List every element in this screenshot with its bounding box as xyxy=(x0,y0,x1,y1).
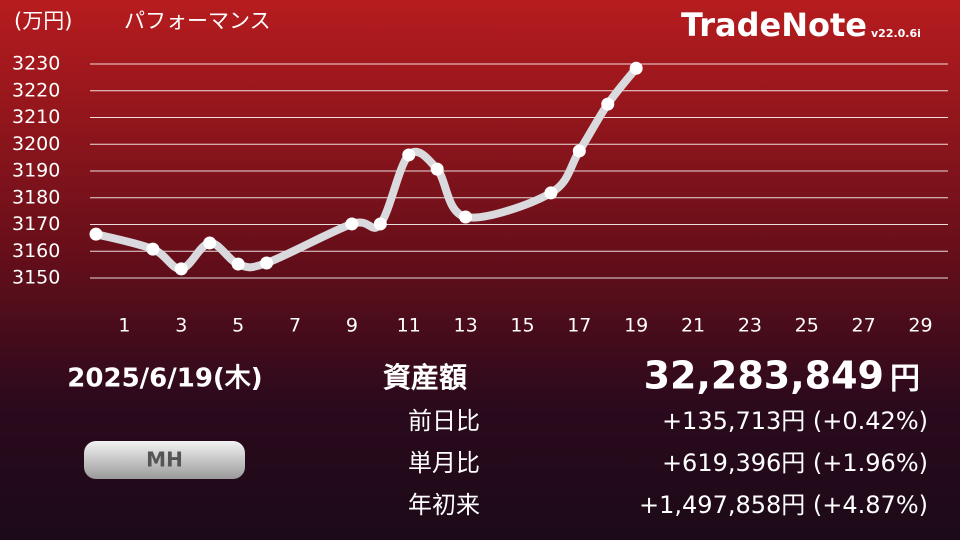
mh-button[interactable]: MH xyxy=(84,441,245,479)
app-name: TradeNote xyxy=(681,6,867,44)
point xyxy=(373,217,387,231)
row-label: 年初来 xyxy=(408,491,480,519)
point xyxy=(402,148,416,162)
y-tick-label: 3180 xyxy=(12,186,60,208)
x-tick-label: 19 xyxy=(624,315,648,337)
x-tick-label: 9 xyxy=(346,315,358,337)
point xyxy=(345,217,359,231)
y-tick-label: 3210 xyxy=(12,106,60,128)
x-tick-label: 15 xyxy=(510,315,534,337)
x-tick-label: 7 xyxy=(289,315,301,337)
summary-rows: 前日比 +135,713円 (+0.42%) 単月比 +619,396円 (+1.96… xyxy=(408,407,928,519)
x-tick-label: 13 xyxy=(454,315,478,337)
point xyxy=(601,97,615,111)
point xyxy=(260,256,274,270)
x-tick-label: 5 xyxy=(232,315,244,337)
asset-label: 資産額 xyxy=(383,361,467,394)
row-value: +1,497,858円 (+4.87%) xyxy=(639,491,928,519)
x-tick-label: 29 xyxy=(908,315,932,337)
point xyxy=(572,144,586,158)
x-tick-label: 25 xyxy=(795,315,819,337)
y-tick-label: 3230 xyxy=(12,53,60,75)
row-value: +135,713円 (+0.42%) xyxy=(662,407,928,435)
point xyxy=(174,262,188,276)
y-axis-unit: (万円) xyxy=(14,9,72,33)
date: 2025/6/19(木) xyxy=(67,364,262,394)
row-value: +619,396円 (+1.96%) xyxy=(662,449,928,477)
button-label[interactable]: MH xyxy=(146,448,183,472)
y-tick-label: 3220 xyxy=(12,79,60,101)
point xyxy=(203,236,217,250)
point xyxy=(459,210,473,224)
asset-unit: 円 xyxy=(890,362,920,397)
x-tick-label: 17 xyxy=(567,315,591,337)
y-tick-label: 3150 xyxy=(12,267,60,289)
y-tick-label: 3170 xyxy=(12,213,60,235)
y-tick-label: 3160 xyxy=(12,240,60,262)
x-tick-label: 23 xyxy=(738,315,762,337)
point xyxy=(146,242,160,256)
asset-value: 32,283,849 xyxy=(644,354,884,398)
x-tick-label: 1 xyxy=(118,315,130,337)
point xyxy=(430,162,444,176)
point xyxy=(231,257,245,271)
row-label: 単月比 xyxy=(408,449,480,477)
button-body[interactable] xyxy=(84,441,245,479)
point xyxy=(544,186,558,200)
x-tick-label: 21 xyxy=(681,315,705,337)
app-version: v22.0.6i xyxy=(871,27,921,40)
x-tick-label: 11 xyxy=(397,315,421,337)
y-tick-label: 3200 xyxy=(12,133,60,155)
x-tick-label: 27 xyxy=(852,315,876,337)
y-tick-label: 3190 xyxy=(12,160,60,182)
point xyxy=(629,61,643,75)
chart-title: パフォーマンス xyxy=(124,9,271,33)
row-label: 前日比 xyxy=(408,407,480,435)
x-tick-label: 3 xyxy=(175,315,187,337)
point xyxy=(89,227,103,241)
